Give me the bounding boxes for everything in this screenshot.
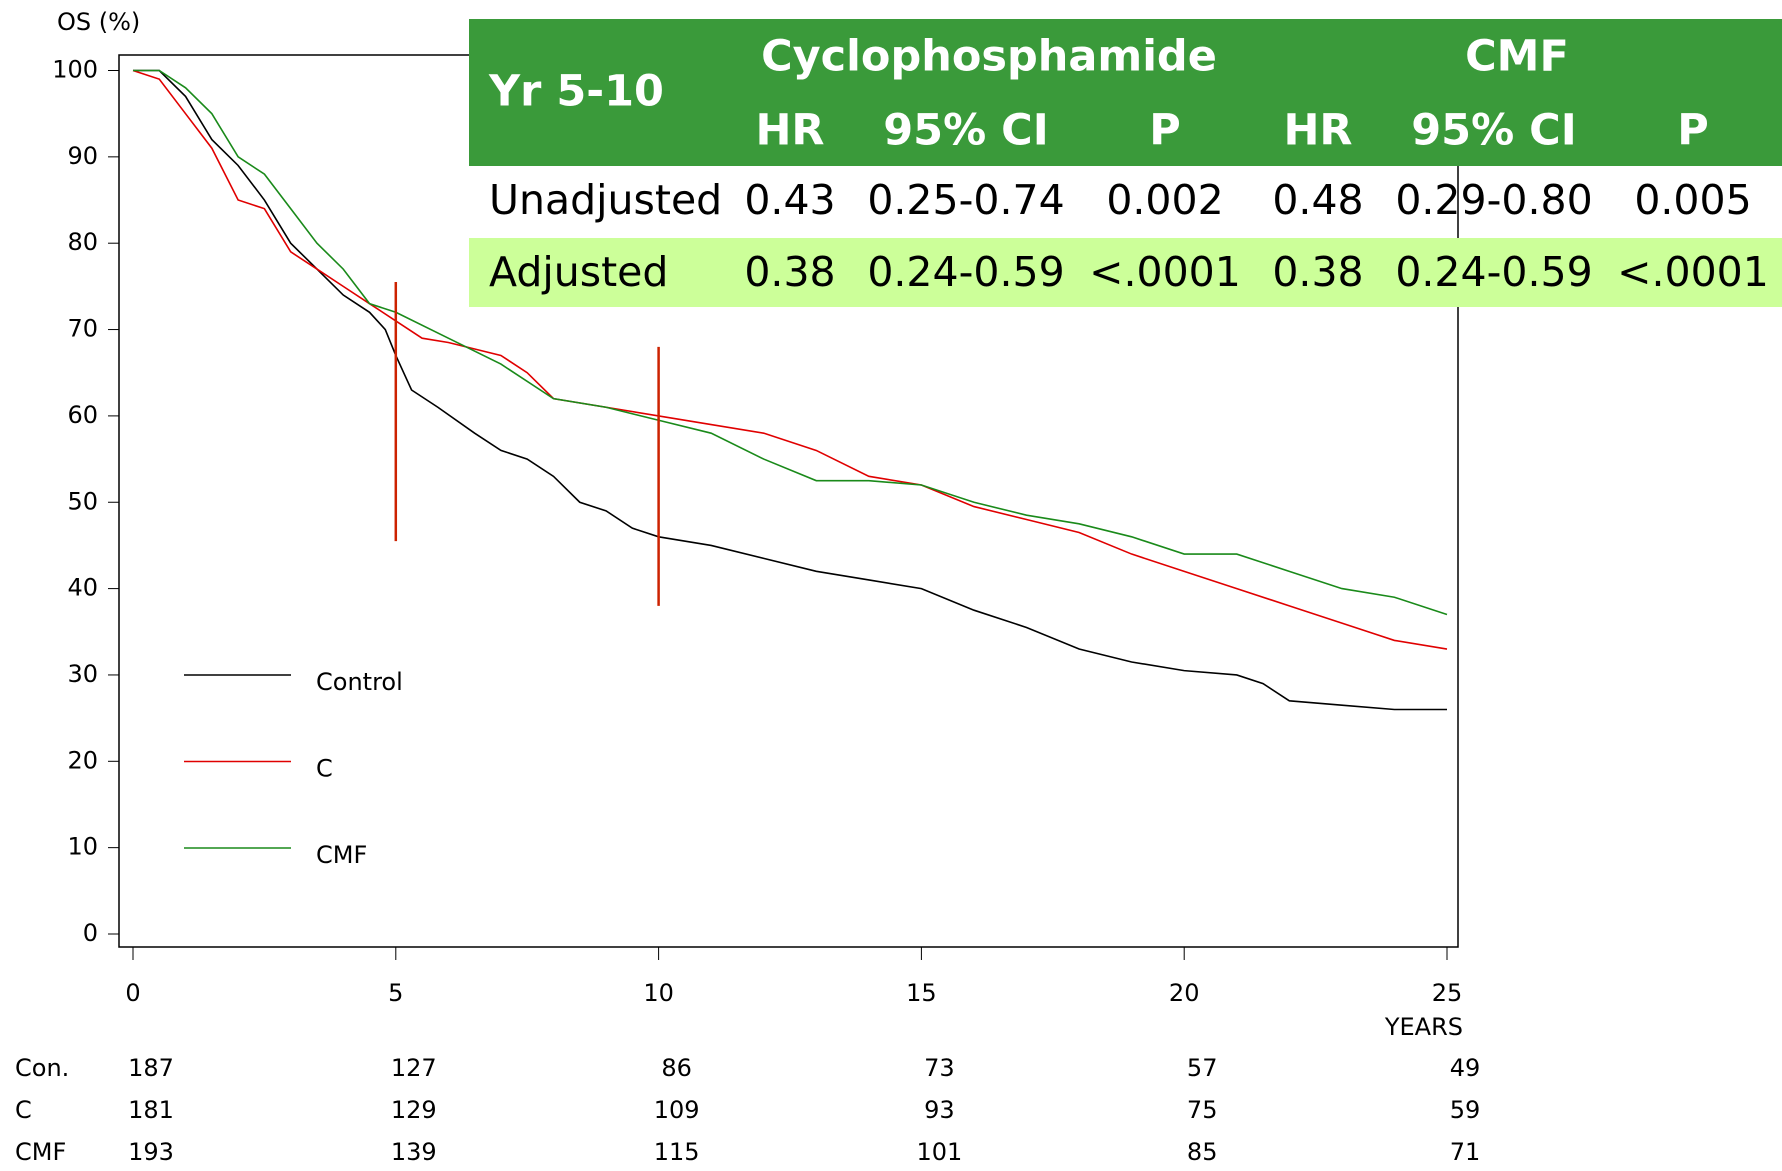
risk-row-name: C	[15, 1096, 32, 1124]
risk-count: 86	[661, 1054, 692, 1082]
y-axis-label: OS (%)	[57, 8, 140, 36]
y-tick-label: 40	[67, 574, 98, 602]
risk-count: 59	[1450, 1096, 1481, 1124]
table-row-label: Adjusted	[489, 248, 668, 296]
y-tick-label: 80	[67, 228, 98, 256]
y-tick-label: 10	[67, 833, 98, 861]
risk-count: 73	[924, 1054, 955, 1082]
risk-count: 93	[924, 1096, 955, 1124]
table-cell: 0.38	[1272, 248, 1363, 296]
x-tick-label: 15	[906, 979, 937, 1007]
y-tick-label: 50	[67, 487, 98, 515]
x-tick-label: 10	[643, 979, 674, 1007]
table-cell: 0.38	[744, 248, 835, 296]
risk-count: 75	[1187, 1096, 1218, 1124]
legend-label: C	[316, 755, 333, 783]
table-cell: 0.43	[744, 176, 835, 224]
y-tick-label: 90	[67, 142, 98, 170]
table-cell: 0.29-0.80	[1395, 176, 1592, 224]
risk-count: 57	[1187, 1054, 1218, 1082]
x-tick-label: 25	[1432, 979, 1463, 1007]
y-tick-label: 30	[67, 660, 98, 688]
table-column: HR	[755, 106, 824, 156]
y-tick-label: 20	[67, 746, 98, 774]
x-tick-label: 0	[125, 979, 140, 1007]
table-cell: 0.24-0.59	[1395, 248, 1592, 296]
table-column: P	[1149, 106, 1181, 156]
risk-row-name: CMF	[15, 1138, 66, 1166]
y-tick-label: 100	[52, 56, 98, 84]
table-row-bg	[469, 238, 1782, 307]
table-group: CMF	[1465, 32, 1569, 82]
table-cell: 0.25-0.74	[867, 176, 1064, 224]
table-header-bg	[469, 19, 1782, 166]
risk-count: 101	[916, 1138, 962, 1166]
x-tick-label: 5	[388, 979, 403, 1007]
legend-label: Control	[316, 668, 403, 696]
survival-curve	[133, 69, 1447, 711]
y-tick-label: 60	[67, 401, 98, 429]
y-tick-label: 70	[67, 315, 98, 343]
table-column: 95% CI	[883, 106, 1048, 156]
table-row-label: Unadjusted	[489, 176, 722, 224]
risk-count: 193	[128, 1138, 174, 1166]
table-cell: 0.48	[1272, 176, 1363, 224]
table-cell: 0.005	[1634, 176, 1751, 224]
risk-count: 49	[1450, 1054, 1481, 1082]
table-cell: <.0001	[1617, 248, 1769, 296]
table-column: P	[1677, 106, 1709, 156]
risk-count: 127	[391, 1054, 437, 1082]
table-group: Cyclophosphamide	[761, 32, 1217, 82]
risk-count: 187	[128, 1054, 174, 1082]
risk-count: 129	[391, 1096, 437, 1124]
risk-row-name: Con.	[15, 1054, 69, 1082]
table-column: 95% CI	[1411, 106, 1576, 156]
table-column: HR	[1283, 106, 1352, 156]
risk-count: 109	[654, 1096, 700, 1124]
y-tick-label: 0	[83, 919, 98, 947]
risk-count: 181	[128, 1096, 174, 1124]
risk-count: 139	[391, 1138, 437, 1166]
risk-count: 115	[654, 1138, 700, 1166]
risk-count: 85	[1187, 1138, 1218, 1166]
risk-count: 71	[1450, 1138, 1481, 1166]
x-tick-label: 20	[1169, 979, 1200, 1007]
table-cell: <.0001	[1089, 248, 1241, 296]
legend-label: CMF	[316, 841, 367, 869]
table-corner: Yr 5-10	[488, 67, 664, 117]
x-axis-label: YEARS	[1384, 1013, 1463, 1041]
table-cell: 0.002	[1106, 176, 1223, 224]
table-cell: 0.24-0.59	[867, 248, 1064, 296]
